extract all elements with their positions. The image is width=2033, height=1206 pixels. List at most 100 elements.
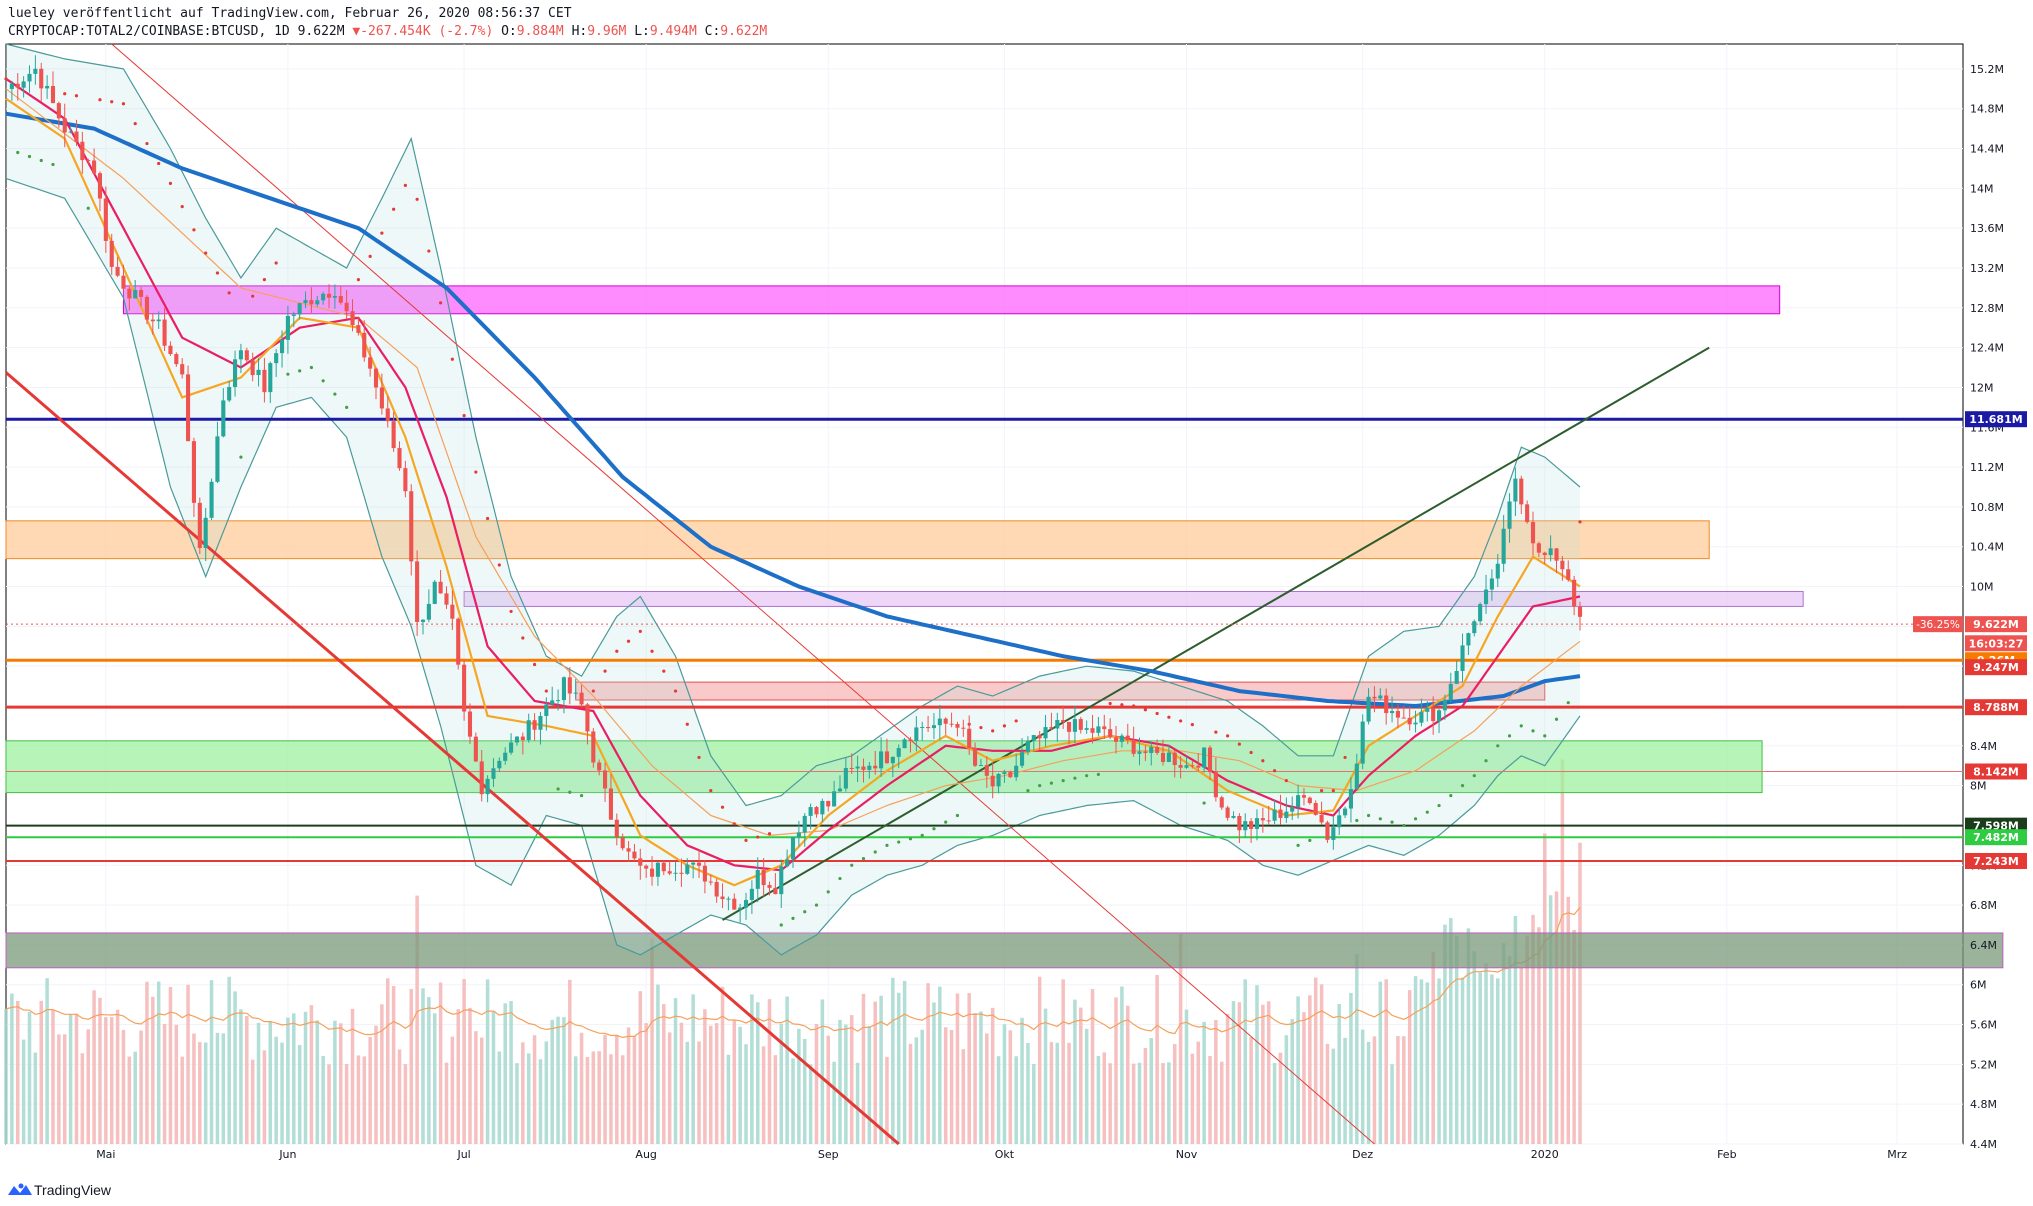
- volume-bar: [174, 1024, 179, 1144]
- volume-bar: [932, 1002, 936, 1144]
- sar-dot: [1531, 729, 1535, 733]
- candle: [691, 862, 696, 865]
- candle: [227, 387, 232, 401]
- candle: [1043, 727, 1048, 739]
- candle: [315, 300, 320, 305]
- volume-bar: [844, 1024, 848, 1144]
- volume-bar: [1196, 1041, 1201, 1144]
- ohlc-low: 9.494M: [649, 24, 697, 39]
- sar-dot: [744, 838, 748, 842]
- volume-bar: [162, 1024, 167, 1144]
- candle: [755, 870, 760, 889]
- sar-dot: [485, 516, 490, 521]
- volume-bar: [855, 1062, 860, 1144]
- sar-dot: [556, 787, 560, 791]
- candle: [1108, 729, 1113, 738]
- candle: [168, 345, 173, 355]
- volume-bar: [644, 1023, 648, 1144]
- candle: [274, 353, 279, 364]
- volume-bar: [867, 1025, 872, 1144]
- volume-bar: [662, 1004, 666, 1144]
- volume-bar: [286, 1017, 290, 1144]
- candle: [802, 815, 807, 833]
- volume-bar: [468, 1007, 472, 1144]
- price-change: -267.454K (-2.7%): [360, 24, 494, 39]
- candle: [1354, 763, 1359, 790]
- sar-dot: [1343, 755, 1347, 760]
- volume-bar: [1278, 1052, 1283, 1144]
- candle: [908, 739, 913, 741]
- volume-bar: [1061, 979, 1065, 1144]
- volume-bar: [638, 991, 643, 1144]
- sar-dot: [756, 835, 760, 839]
- volume-bar: [1090, 989, 1095, 1144]
- candle: [1225, 807, 1230, 818]
- candle: [309, 300, 314, 305]
- volume-bar: [33, 1052, 38, 1144]
- candle: [1472, 621, 1477, 634]
- candle: [603, 770, 608, 789]
- volume-bar: [1355, 954, 1359, 1144]
- candle: [1313, 803, 1318, 815]
- sar-dot: [180, 204, 184, 209]
- candle: [497, 760, 502, 769]
- volume-bar: [462, 979, 466, 1144]
- publish-info: lueley veröffentlicht auf TradingView.co…: [8, 6, 572, 21]
- candle: [644, 865, 649, 869]
- volume-bar: [550, 1019, 554, 1144]
- sar-dot: [27, 154, 32, 159]
- time-axis: MaiJunJulAugSepOktNovDez2020FebMrzAprMai: [96, 1148, 1907, 1161]
- candle: [1519, 478, 1524, 505]
- sar-dot: [732, 822, 736, 826]
- candle: [1178, 765, 1183, 768]
- volume-bar: [391, 986, 396, 1144]
- sar-dot: [121, 102, 126, 106]
- y-tick-label: 13.6M: [1970, 222, 2004, 235]
- candle: [39, 68, 44, 89]
- candle: [180, 364, 185, 375]
- volume-bar: [339, 1023, 343, 1144]
- sar-dot: [63, 92, 67, 96]
- symbol-name[interactable]: CRYPTOCAP:TOTAL2/COINBASE:BTCUSD, 1D: [8, 24, 290, 39]
- candle: [914, 727, 919, 741]
- sar-dot: [1026, 789, 1030, 793]
- volume-bar: [1178, 934, 1183, 1144]
- candle: [373, 368, 379, 388]
- sar-dot: [1049, 781, 1054, 785]
- sar-dot: [1437, 803, 1441, 808]
- x-tick-label: Nov: [1176, 1148, 1198, 1161]
- volume-bar: [1026, 1042, 1030, 1144]
- bb-upper-line: [5, 43, 1581, 807]
- volume-bar: [80, 1053, 85, 1144]
- candle: [1483, 589, 1489, 605]
- ema-slow-line: [5, 88, 1581, 837]
- candle: [56, 103, 61, 119]
- volume-bar: [1313, 977, 1318, 1144]
- candle: [1419, 711, 1424, 723]
- candle: [1190, 765, 1195, 767]
- sar-dot: [133, 122, 137, 126]
- candle: [232, 359, 238, 388]
- sar-dot: [1190, 723, 1194, 727]
- y-tick-label: 12M: [1970, 381, 1994, 394]
- tradingview-logo-icon[interactable]: [6, 1181, 36, 1201]
- sar-dot: [168, 181, 173, 185]
- candle: [256, 369, 261, 376]
- volume-bar: [127, 1056, 132, 1144]
- tradingview-brand[interactable]: TradingView: [34, 1182, 112, 1198]
- candle: [820, 800, 825, 815]
- zones: [5, 285, 2004, 969]
- candle: [867, 765, 872, 770]
- volume-bar: [732, 1019, 737, 1144]
- sar-dot: [427, 249, 431, 253]
- price-tags: 11.681M-36.25%9.622M16:03:279.26M9.247M8…: [1913, 411, 2027, 869]
- sar-dot: [814, 903, 819, 907]
- candle: [1008, 772, 1013, 778]
- price-chart[interactable]: 15.2M 14.8M 14.4M 14M 13.6M 13.2M 12.8M 12.4M 12…: [0, 0, 2033, 1172]
- sar-dot: [1073, 776, 1077, 780]
- price-tag-bg: [1965, 763, 2027, 780]
- candle: [1560, 560, 1565, 570]
- sar-dot: [1284, 779, 1288, 783]
- sar-dot: [1038, 784, 1042, 788]
- sar-dot: [1296, 843, 1300, 847]
